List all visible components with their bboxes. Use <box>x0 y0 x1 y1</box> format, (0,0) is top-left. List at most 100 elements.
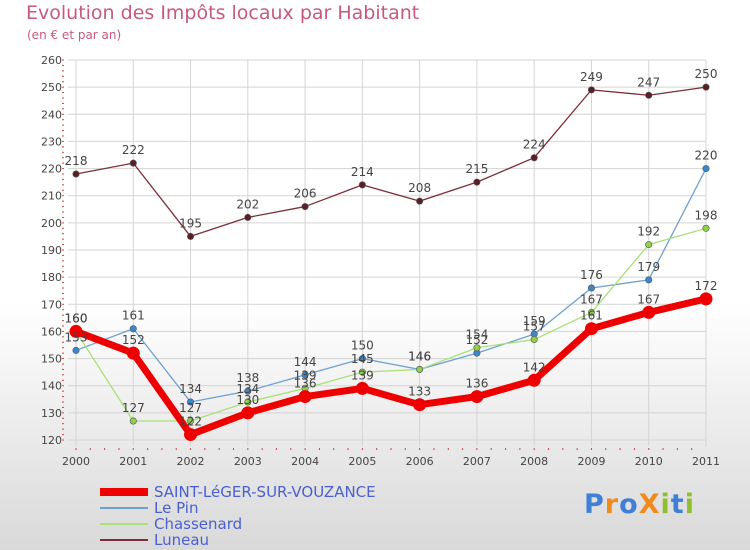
legend-swatch-le-pin <box>100 507 148 509</box>
x-tick-label: 2011 <box>692 455 720 468</box>
y-tick-label: 240 <box>41 108 62 121</box>
series-3-data-label: 214 <box>351 165 374 179</box>
series-1-data-label: 150 <box>351 339 374 353</box>
series-2-point <box>587 308 595 316</box>
series-2-data-label: 145 <box>351 352 374 366</box>
x-tick-label: 2007 <box>463 455 491 468</box>
series-0-data-label: 142 <box>523 360 546 374</box>
series-3-data-label: 224 <box>523 138 546 152</box>
series-1-data-label: 146 <box>408 349 431 363</box>
series-2-point <box>645 241 653 249</box>
series-0-data-label: 133 <box>408 385 431 399</box>
legend-item-le-pin[interactable]: Le Pin <box>100 499 376 517</box>
series-0-data-label: 160 <box>65 311 88 325</box>
logo-letter: P <box>584 489 605 520</box>
series-0-point <box>184 428 198 442</box>
series-2-data-label: 192 <box>637 225 660 239</box>
series-0-point <box>470 390 484 404</box>
series-2-point <box>358 368 366 376</box>
legend-item-saint-leger[interactable]: SAINT-LéGER-SUR-VOUZANCE <box>100 483 376 501</box>
series-1-point <box>358 355 366 363</box>
series-0-data-label: 122 <box>179 415 202 429</box>
legend-item-chassenard[interactable]: Chassenard <box>100 515 376 533</box>
series-3-point <box>187 232 195 240</box>
series-0-data-label: 136 <box>465 377 488 391</box>
series-2-data-label: 160 <box>65 311 88 325</box>
x-tick-label: 2004 <box>291 455 319 468</box>
series-3-point <box>473 178 481 186</box>
series-0-point <box>298 390 312 404</box>
series-0-data-label: 152 <box>122 333 145 347</box>
series-3-point <box>72 170 80 178</box>
chart-subtitle: (en € et par an) <box>27 28 122 42</box>
series-3-data-label: 250 <box>695 67 718 81</box>
x-tick-label: 2009 <box>577 455 605 468</box>
logo-letter: t <box>670 489 685 520</box>
series-0-point <box>642 305 656 319</box>
chart-title: Evolution des Impôts locaux par Habitant <box>26 2 420 24</box>
y-tick-label: 190 <box>41 244 62 257</box>
x-tick-label: 2002 <box>177 455 205 468</box>
series-3-data-label: 218 <box>65 154 88 168</box>
series-0-point <box>584 322 598 336</box>
chart-legend: SAINT-LéGER-SUR-VOUZANCE Le Pin Chassena… <box>100 483 376 549</box>
series-0-data-label: 130 <box>236 393 259 407</box>
y-tick-label: 220 <box>41 163 62 176</box>
y-tick-label: 260 <box>41 54 62 67</box>
y-tick-label: 160 <box>41 325 62 338</box>
x-tick-label: 2001 <box>119 455 147 468</box>
legend-label-chassenard: Chassenard <box>154 515 243 533</box>
y-tick-label: 180 <box>41 271 62 284</box>
series-1-data-label: 220 <box>695 149 718 163</box>
series-line-3 <box>75 86 707 238</box>
x-tick-label: 2008 <box>520 455 548 468</box>
series-1-point <box>702 165 710 173</box>
series-2-data-label: 127 <box>179 401 202 415</box>
y-tick-label: 140 <box>41 380 62 393</box>
legend-swatch-luneau <box>100 539 148 541</box>
series-2-point <box>187 417 195 425</box>
series-2-point <box>530 336 538 344</box>
y-tick-label: 150 <box>41 353 62 366</box>
series-3-point <box>530 154 538 162</box>
x-tick-label: 2006 <box>406 455 434 468</box>
series-2-point <box>129 417 137 425</box>
legend-item-luneau[interactable]: Luneau <box>100 531 376 549</box>
series-0-point <box>355 381 369 395</box>
series-3-data-label: 249 <box>580 70 603 84</box>
logo-letter: X <box>638 489 661 520</box>
y-tick-label: 120 <box>41 434 62 447</box>
series-1-data-label: 152 <box>465 333 488 347</box>
legend-swatch-chassenard <box>100 523 148 525</box>
series-2-data-label: 167 <box>580 292 603 306</box>
series-3-point <box>416 197 424 205</box>
x-tick-label: 2010 <box>635 455 663 468</box>
y-tick-label: 200 <box>41 217 62 230</box>
series-3-point <box>702 83 710 91</box>
series-0-point <box>241 406 255 420</box>
series-3-point <box>587 86 595 94</box>
series-3-data-label: 195 <box>179 216 202 230</box>
series-2-data-label: 127 <box>122 401 145 415</box>
y-tick-label: 230 <box>41 135 62 148</box>
series-2-point <box>473 344 481 352</box>
series-1-data-label: 161 <box>122 309 145 323</box>
series-3-data-label: 206 <box>294 187 317 201</box>
series-3-data-label: 215 <box>465 162 488 176</box>
logo-letter: i <box>660 489 671 520</box>
y-tick-label: 250 <box>41 81 62 94</box>
logo-letter: i <box>684 489 695 520</box>
series-1-point <box>587 284 595 292</box>
series-1-point <box>301 371 309 379</box>
series-1-data-label: 159 <box>523 314 546 328</box>
series-0-data-label: 172 <box>695 279 718 293</box>
series-0-data-label: 139 <box>351 368 374 382</box>
series-1-data-label: 176 <box>580 268 603 282</box>
series-2-data-label: 157 <box>523 320 546 334</box>
series-1-point <box>72 346 80 354</box>
x-tick-label: 2003 <box>234 455 262 468</box>
x-tick-label: 2005 <box>348 455 376 468</box>
series-3-data-label: 202 <box>236 197 259 211</box>
series-0-point <box>69 324 83 338</box>
